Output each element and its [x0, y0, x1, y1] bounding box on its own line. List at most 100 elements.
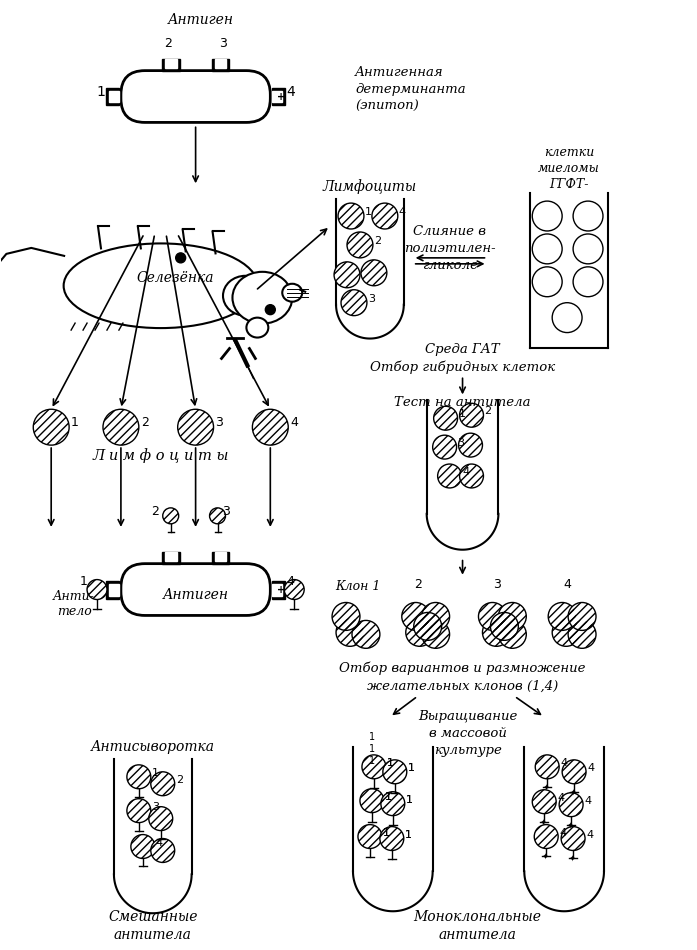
Circle shape: [434, 407, 457, 430]
Ellipse shape: [247, 317, 268, 337]
Circle shape: [422, 602, 450, 631]
Text: 1: 1: [383, 827, 390, 838]
Circle shape: [562, 760, 586, 784]
Text: 4: 4: [587, 763, 594, 773]
Text: ✦: ✦: [539, 817, 546, 826]
Circle shape: [178, 409, 213, 446]
Circle shape: [414, 613, 442, 640]
Circle shape: [498, 602, 526, 631]
Text: +: +: [277, 91, 285, 102]
Text: 1: 1: [385, 791, 392, 802]
Text: 1: 1: [459, 409, 466, 419]
Circle shape: [381, 791, 405, 816]
Bar: [215, 59, 227, 67]
Text: Моноклональные
антитела: Моноклональные антитела: [413, 910, 542, 942]
Text: Среда ГАТ
Отбор гибридных клеток: Среда ГАТ Отбор гибридных клеток: [370, 343, 555, 373]
Circle shape: [127, 799, 151, 823]
Ellipse shape: [233, 272, 292, 324]
Circle shape: [459, 433, 482, 457]
Text: Анти-
тело: Анти- тело: [53, 591, 95, 618]
Text: 1: 1: [387, 758, 394, 768]
Circle shape: [561, 826, 585, 850]
Text: 4: 4: [290, 416, 298, 428]
Circle shape: [162, 508, 178, 523]
Text: ✦: ✦: [569, 788, 576, 796]
Text: 1: 1: [406, 795, 413, 805]
Bar: [162, 552, 180, 563]
Text: 1: 1: [408, 763, 415, 773]
Circle shape: [549, 602, 576, 631]
Text: 4: 4: [286, 85, 295, 99]
Text: 4: 4: [557, 792, 565, 803]
Circle shape: [284, 580, 304, 599]
Text: 2: 2: [151, 505, 159, 519]
Text: 2: 2: [374, 236, 381, 246]
Circle shape: [568, 620, 596, 648]
Text: 4: 4: [560, 758, 567, 768]
Text: Лимфоциты: Лимфоциты: [323, 179, 417, 194]
Circle shape: [360, 788, 384, 812]
Text: 4: 4: [463, 467, 470, 477]
Bar: [215, 552, 227, 560]
Text: Антигенная
детерминанта
(эпитоп): Антигенная детерминанта (эпитоп): [355, 66, 466, 113]
Circle shape: [127, 765, 151, 788]
Circle shape: [131, 834, 155, 859]
Circle shape: [478, 602, 506, 631]
Text: 1: 1: [406, 795, 413, 805]
Text: 3: 3: [152, 802, 159, 811]
Text: Л и м ф о ц и т ы: Л и м ф о ц и т ы: [93, 447, 229, 463]
Bar: [273, 87, 285, 105]
Text: Слияние в
полиэтилен-
гликоле: Слияние в полиэтилен- гликоле: [404, 225, 496, 273]
Circle shape: [336, 618, 364, 646]
Text: 1: 1: [387, 758, 394, 768]
Bar: [106, 87, 119, 105]
Circle shape: [380, 826, 404, 850]
Circle shape: [533, 234, 562, 264]
Circle shape: [552, 303, 582, 332]
Ellipse shape: [63, 243, 258, 328]
Circle shape: [266, 305, 275, 314]
Circle shape: [210, 508, 226, 523]
FancyBboxPatch shape: [121, 70, 270, 123]
Text: 2: 2: [176, 775, 183, 785]
Circle shape: [148, 807, 173, 830]
Circle shape: [433, 435, 457, 459]
Circle shape: [573, 267, 603, 296]
Circle shape: [358, 825, 382, 848]
Circle shape: [568, 602, 596, 631]
Circle shape: [332, 602, 360, 631]
Text: 4: 4: [584, 796, 591, 806]
Text: Антиген: Антиген: [162, 587, 229, 601]
Circle shape: [535, 755, 559, 779]
Circle shape: [347, 232, 373, 257]
Text: 1: 1: [80, 575, 88, 588]
Circle shape: [341, 290, 367, 315]
Text: Смешанные
антитела: Смешанные антитела: [108, 910, 197, 942]
Text: ✦: ✦: [542, 852, 549, 861]
Text: 2: 2: [141, 416, 148, 428]
Circle shape: [352, 620, 380, 648]
Text: 2: 2: [414, 578, 422, 591]
Text: +: +: [277, 584, 285, 595]
Text: 1: 1: [152, 768, 159, 778]
Text: Выращивание
в массовой
культуре: Выращивание в массовой культуре: [418, 711, 517, 757]
Circle shape: [459, 464, 484, 488]
Circle shape: [498, 620, 526, 648]
Circle shape: [151, 771, 175, 796]
Text: 3: 3: [368, 294, 375, 304]
Text: Антисыворотка: Антисыворотка: [91, 740, 215, 754]
Bar: [273, 580, 285, 598]
Bar: [106, 580, 119, 598]
Bar: [162, 59, 180, 70]
Circle shape: [33, 409, 69, 446]
Text: 2: 2: [164, 37, 171, 50]
Circle shape: [491, 613, 519, 640]
Text: 4: 4: [155, 838, 163, 847]
Text: ✦: ✦: [543, 782, 550, 791]
Circle shape: [573, 234, 603, 264]
Text: Клон 1: Клон 1: [335, 580, 381, 593]
Bar: [109, 583, 119, 596]
Circle shape: [482, 618, 510, 646]
Text: 4: 4: [286, 575, 294, 588]
Circle shape: [151, 839, 175, 863]
